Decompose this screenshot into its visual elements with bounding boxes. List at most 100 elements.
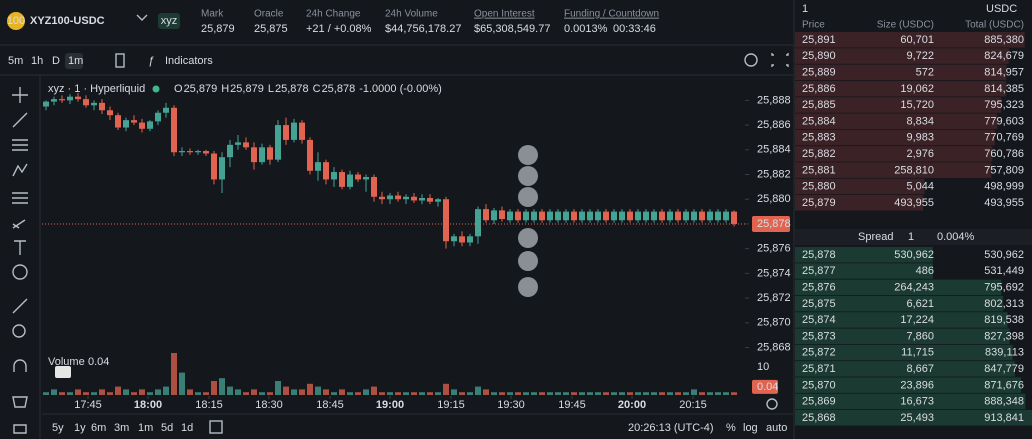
range-button[interactable]: 1m xyxy=(138,422,153,434)
currency[interactable]: USDC xyxy=(986,3,1017,15)
spread-value: 1 xyxy=(908,231,914,243)
legend-key: H xyxy=(221,83,229,95)
price: 25,875 xyxy=(802,298,836,310)
depth-bar xyxy=(795,113,998,129)
interval-button[interactable]: 5m xyxy=(8,55,23,67)
depth-bar xyxy=(795,64,1007,81)
interval-button[interactable]: 1h xyxy=(31,55,43,67)
range-button[interactable]: 6m xyxy=(91,422,106,434)
depth-bar xyxy=(795,195,924,211)
y-tick-label: 25,886 xyxy=(757,119,791,131)
candle-body xyxy=(155,112,161,122)
candle-body xyxy=(363,176,369,180)
fib-tool[interactable] xyxy=(12,192,28,204)
candle-body xyxy=(587,211,593,221)
volume-bar xyxy=(171,353,177,395)
range-button[interactable]: 5d xyxy=(161,422,173,434)
volume-bar xyxy=(75,389,81,395)
spread-row xyxy=(795,229,1032,245)
interval-highlight xyxy=(65,53,83,69)
fullscreen-button[interactable] xyxy=(771,53,789,67)
candle-body xyxy=(323,162,329,180)
legend-value: 25,879 xyxy=(184,83,218,95)
volume-bar xyxy=(251,389,257,395)
volume-bar xyxy=(163,386,169,395)
candle-type-button[interactable] xyxy=(115,53,125,68)
price: 25,878 xyxy=(802,249,836,261)
interval-button[interactable]: 1m xyxy=(68,55,83,67)
symbol-dropdown[interactable] xyxy=(136,14,148,21)
candle-body xyxy=(51,99,57,102)
scale-option[interactable]: log xyxy=(743,422,758,434)
volume-bar xyxy=(563,392,569,395)
ruler-tool[interactable] xyxy=(12,298,28,314)
range-button[interactable]: 1d xyxy=(181,422,193,434)
scale-option[interactable]: auto xyxy=(766,422,787,434)
volume-bar xyxy=(131,392,137,395)
volume-bar xyxy=(379,392,385,395)
candle-body xyxy=(347,174,353,187)
line-tool[interactable] xyxy=(12,112,28,128)
candle-body xyxy=(371,176,377,197)
y-tick-label: 25,876 xyxy=(757,243,791,255)
y-tick-label: 25,882 xyxy=(757,168,791,180)
range-button[interactable]: 1y xyxy=(74,422,86,434)
stat-value: $65,308,549.77 xyxy=(474,23,550,35)
settings-button[interactable] xyxy=(766,398,778,410)
price: 25,880 xyxy=(802,181,836,193)
tradingview-logo xyxy=(55,366,71,378)
crosshair-tool[interactable] xyxy=(12,87,28,103)
size: 19,062 xyxy=(900,83,934,95)
candle-body xyxy=(667,211,673,221)
volume-bar xyxy=(715,392,721,395)
price: 25,883 xyxy=(802,132,836,144)
candle-body xyxy=(723,211,729,221)
candle-body xyxy=(147,121,153,129)
size: 25,493 xyxy=(900,412,934,424)
stat-value: 00:33:46 xyxy=(613,23,656,35)
alert-button[interactable] xyxy=(744,53,758,67)
depth-bar xyxy=(795,80,1007,97)
legend-change: -1.0000 (-0.00%) xyxy=(359,83,442,95)
range-button[interactable]: 5y xyxy=(52,422,64,434)
brush-tool[interactable] xyxy=(12,219,26,229)
total: 531,449 xyxy=(984,265,1024,277)
grouping[interactable]: 1 xyxy=(802,3,808,15)
range-button[interactable]: 3m xyxy=(114,422,129,434)
scale-option[interactable]: % xyxy=(726,422,736,434)
volume-bar xyxy=(211,381,217,395)
emoji-tool[interactable] xyxy=(12,264,28,280)
candle-body xyxy=(523,211,529,221)
candle-body xyxy=(115,115,121,128)
fx-icon[interactable]: Indicators xyxy=(165,55,213,67)
volume-bar xyxy=(291,389,297,395)
lock-tool[interactable] xyxy=(12,396,28,408)
magnet-tool[interactable] xyxy=(13,359,27,372)
depth-bar xyxy=(795,48,1009,64)
channel-tool[interactable] xyxy=(12,139,28,151)
volume-bar xyxy=(307,383,313,395)
volume-bar xyxy=(523,392,529,395)
x-tick-label: 18:45 xyxy=(316,399,344,411)
lock-tool[interactable] xyxy=(13,424,27,434)
volume-bar xyxy=(195,392,201,395)
text-tool[interactable] xyxy=(14,240,26,255)
candle-body xyxy=(59,99,65,101)
volume-bar xyxy=(267,392,273,395)
pattern-tool[interactable] xyxy=(12,163,28,177)
candle-body xyxy=(547,211,553,221)
x-tick-label: 19:15 xyxy=(437,399,465,411)
candle-body xyxy=(459,236,465,243)
zoom-tool[interactable] xyxy=(12,324,26,338)
volume-bar xyxy=(659,392,665,395)
volume-bar xyxy=(91,392,97,395)
volume-bar xyxy=(707,392,713,395)
depth-bar xyxy=(795,295,1004,312)
volume-bar xyxy=(315,386,321,395)
interval-button[interactable]: D xyxy=(52,55,60,67)
candle-body xyxy=(675,211,681,221)
col-header: Size (USDC) xyxy=(877,20,934,31)
date-range-button[interactable] xyxy=(209,420,223,434)
legend-source: xyz · 1 · Hyperliquid xyxy=(48,83,145,95)
